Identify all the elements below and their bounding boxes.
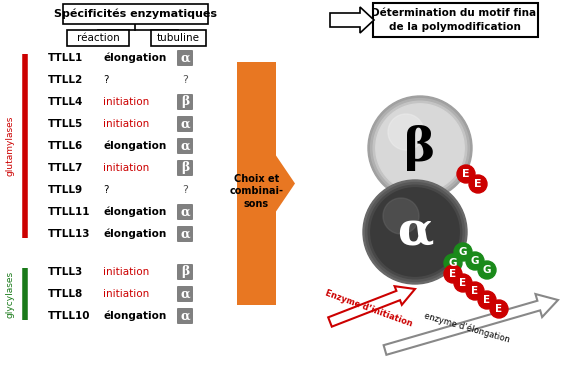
Text: ?: ? bbox=[182, 75, 188, 85]
Circle shape bbox=[371, 188, 459, 276]
Text: β: β bbox=[404, 125, 435, 171]
Circle shape bbox=[368, 96, 472, 200]
Text: TTLL3: TTLL3 bbox=[48, 267, 83, 277]
Circle shape bbox=[365, 183, 465, 281]
Text: β: β bbox=[181, 162, 189, 174]
Text: TTLL10: TTLL10 bbox=[48, 311, 91, 321]
Polygon shape bbox=[328, 286, 415, 327]
Text: glutamylases: glutamylases bbox=[6, 116, 14, 176]
Text: TTLL13: TTLL13 bbox=[48, 229, 91, 239]
Circle shape bbox=[478, 261, 496, 279]
FancyBboxPatch shape bbox=[177, 204, 193, 220]
FancyBboxPatch shape bbox=[177, 116, 193, 132]
Text: α: α bbox=[180, 206, 190, 219]
Circle shape bbox=[490, 300, 508, 318]
Text: TTLL9: TTLL9 bbox=[48, 185, 83, 195]
Text: Détermination du motif final: Détermination du motif final bbox=[370, 8, 539, 18]
Circle shape bbox=[478, 291, 496, 309]
Text: TTLL6: TTLL6 bbox=[48, 141, 83, 151]
Text: β: β bbox=[181, 266, 189, 279]
Circle shape bbox=[388, 114, 424, 150]
Text: G: G bbox=[459, 247, 467, 257]
Text: ?: ? bbox=[103, 75, 108, 85]
Circle shape bbox=[383, 198, 419, 234]
FancyBboxPatch shape bbox=[150, 30, 206, 46]
Text: ?: ? bbox=[182, 185, 188, 195]
Circle shape bbox=[444, 265, 462, 283]
Polygon shape bbox=[384, 294, 558, 355]
Polygon shape bbox=[237, 62, 295, 305]
Text: Spécificités enzymatiques: Spécificités enzymatiques bbox=[54, 9, 217, 19]
Text: TTLL4: TTLL4 bbox=[48, 97, 83, 107]
Circle shape bbox=[368, 185, 462, 279]
Text: initiation: initiation bbox=[103, 289, 149, 299]
Text: élongation: élongation bbox=[103, 207, 166, 217]
Circle shape bbox=[454, 274, 472, 292]
Text: glycylases: glycylases bbox=[6, 270, 14, 318]
Text: Enzyme d’initiation: Enzyme d’initiation bbox=[324, 289, 414, 329]
Text: élongation: élongation bbox=[103, 229, 166, 239]
Text: élongation: élongation bbox=[103, 53, 166, 63]
Circle shape bbox=[376, 104, 464, 192]
Text: E: E bbox=[495, 304, 503, 314]
Text: G: G bbox=[483, 265, 491, 275]
FancyBboxPatch shape bbox=[177, 264, 193, 280]
Text: E: E bbox=[474, 179, 482, 189]
Circle shape bbox=[373, 101, 467, 195]
Text: TTLL1: TTLL1 bbox=[48, 53, 83, 63]
Text: tubuline: tubuline bbox=[157, 33, 199, 43]
Text: initiation: initiation bbox=[103, 97, 149, 107]
FancyBboxPatch shape bbox=[67, 30, 129, 46]
Text: E: E bbox=[471, 286, 479, 296]
Text: E: E bbox=[462, 169, 470, 179]
Text: enzyme d’élongation: enzyme d’élongation bbox=[423, 311, 511, 345]
FancyBboxPatch shape bbox=[63, 4, 207, 24]
Text: TTLL2: TTLL2 bbox=[48, 75, 83, 85]
Text: E: E bbox=[483, 295, 491, 305]
Text: élongation: élongation bbox=[103, 141, 166, 151]
Text: de la polymodification: de la polymodification bbox=[389, 22, 521, 32]
FancyBboxPatch shape bbox=[177, 286, 193, 302]
Text: TTLL8: TTLL8 bbox=[48, 289, 83, 299]
FancyBboxPatch shape bbox=[177, 226, 193, 242]
Text: TTLL5: TTLL5 bbox=[48, 119, 83, 129]
FancyBboxPatch shape bbox=[373, 3, 538, 37]
Text: E: E bbox=[449, 269, 457, 279]
Text: β: β bbox=[181, 96, 189, 108]
Circle shape bbox=[444, 254, 462, 272]
Text: α: α bbox=[180, 228, 190, 240]
Text: initiation: initiation bbox=[103, 163, 149, 173]
Text: α: α bbox=[180, 51, 190, 64]
Circle shape bbox=[457, 165, 475, 183]
FancyBboxPatch shape bbox=[177, 94, 193, 110]
Text: G: G bbox=[449, 258, 457, 268]
Polygon shape bbox=[330, 7, 374, 33]
Text: α: α bbox=[180, 288, 190, 300]
Circle shape bbox=[454, 243, 472, 261]
Text: ?: ? bbox=[103, 185, 108, 195]
Text: élongation: élongation bbox=[103, 311, 166, 321]
Text: Choix et
combinai-
sons: Choix et combinai- sons bbox=[230, 174, 283, 209]
Text: α: α bbox=[180, 309, 190, 322]
Text: E: E bbox=[459, 278, 467, 288]
Circle shape bbox=[363, 180, 467, 284]
Text: G: G bbox=[471, 256, 479, 266]
Circle shape bbox=[370, 99, 470, 197]
Text: réaction: réaction bbox=[76, 33, 119, 43]
FancyBboxPatch shape bbox=[177, 138, 193, 154]
Circle shape bbox=[466, 252, 484, 270]
Text: α: α bbox=[180, 140, 190, 153]
Text: TTLL7: TTLL7 bbox=[48, 163, 83, 173]
Text: initiation: initiation bbox=[103, 267, 149, 277]
FancyBboxPatch shape bbox=[177, 50, 193, 66]
Text: α: α bbox=[180, 117, 190, 130]
Text: initiation: initiation bbox=[103, 119, 149, 129]
FancyBboxPatch shape bbox=[177, 308, 193, 324]
Circle shape bbox=[466, 282, 484, 300]
FancyBboxPatch shape bbox=[177, 160, 193, 176]
Circle shape bbox=[469, 175, 487, 193]
Text: α: α bbox=[397, 209, 433, 255]
Text: TTLL11: TTLL11 bbox=[48, 207, 91, 217]
